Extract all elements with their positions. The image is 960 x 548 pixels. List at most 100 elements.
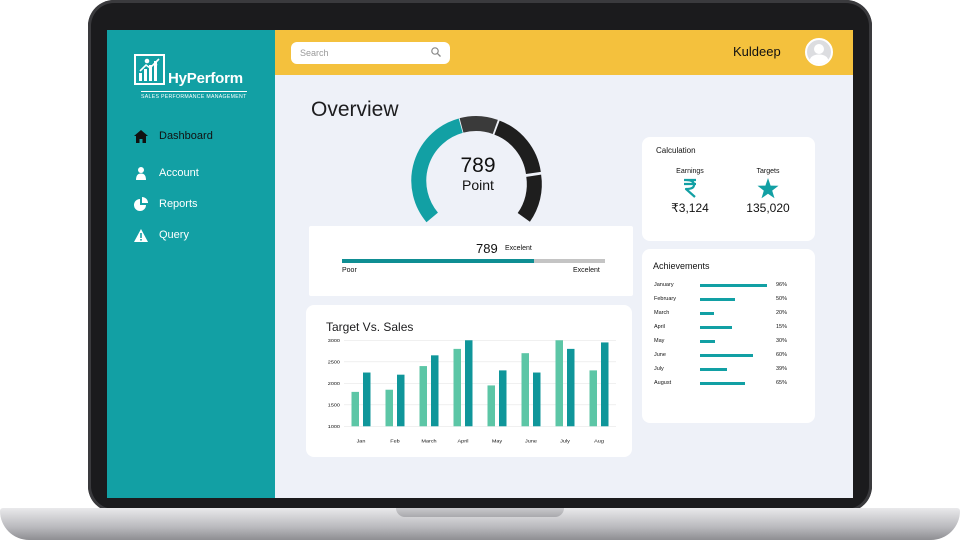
achievement-pct: 39% [776,366,788,372]
x-tick-label: June [525,439,537,445]
achievement-pct: 60% [776,352,788,358]
calculation-card: Calculation Earnings ₹3,124 Targets 135,… [642,137,815,241]
user-name: Kuldeep [733,44,781,59]
brand-tagline: SALES PERFORMANCE MANAGEMENT [141,91,247,100]
chart-bar [499,370,507,427]
gauge-arc-dark-3 [517,174,542,222]
achievement-month: January [654,282,674,288]
sidebar-item-label: Query [159,229,189,241]
y-tick-label: 3000 [328,338,340,344]
achievement-row: June 60% [642,352,815,364]
targets-value: 135,020 [746,201,790,215]
achievement-row: March 20% [642,310,815,322]
achievement-bar [700,298,735,301]
achievements-title: Achievements [653,261,710,271]
chart-bar [589,370,597,427]
gauge-arc-dark-1 [459,116,498,135]
x-tick-label: Feb [390,439,400,445]
svg-text:$: $ [154,62,158,68]
achievement-month: February [654,296,677,302]
chart-bar [385,389,393,427]
achievement-month: August [654,380,672,386]
achievement-month: April [654,324,666,330]
y-tick-label: 2000 [328,381,340,387]
achievement-row: August 65% [642,380,815,392]
progress-min-label: Poor [342,267,357,274]
earnings-label: Earnings [676,168,704,175]
achievement-bar [700,284,768,287]
chart-bar [397,374,405,427]
chart-bar [431,355,439,427]
sidebar-item-account[interactable]: Account [133,163,213,183]
warning-icon [133,227,149,243]
achievement-month: June [654,352,666,358]
achievement-pct: 65% [776,380,788,386]
logo-mark-icon: $ [134,54,165,85]
score-progress-track [342,259,605,263]
sidebar-item-reports[interactable]: Reports [133,194,213,214]
achievement-row: July 39% [642,366,815,378]
progress-max-label: Excelent [573,267,600,274]
home-icon [133,128,149,144]
achievement-row: April 15% [642,324,815,336]
x-tick-label: July [560,439,570,445]
achievement-bar [700,354,754,357]
chart-bar [487,385,495,427]
x-tick-label: March [421,439,436,445]
score-rating: Excelent [505,245,532,252]
x-tick-label: Aug [594,439,604,445]
avatar[interactable] [805,38,833,66]
sidebar-item-label: Account [159,167,199,179]
achievement-month: July [654,366,664,372]
target-vs-sales-card: Target Vs. Sales 3000 2500 2000 1500 1000 Jan… [306,305,632,457]
earnings-block: Earnings ₹3,124 [655,168,725,215]
sidebar-nav: Dashboard Account Reports Query [133,126,213,256]
achievement-bar [700,382,745,385]
score-progress-fill [342,259,534,263]
achievement-bar [700,368,728,371]
achievement-pct: 50% [776,296,788,302]
x-tick-label: Jan [357,439,366,445]
chart-bar [453,348,461,427]
x-tick-label: April [458,439,469,445]
chart-title: Target Vs. Sales [326,320,414,334]
chart-bar [363,372,371,427]
chart-bar [555,340,563,427]
sidebar-item-dashboard[interactable]: Dashboard [133,126,213,146]
user-icon [133,165,149,181]
chart-bar [567,348,575,427]
y-tick-label: 2500 [328,360,340,366]
score-unit: Point [462,177,494,193]
achievement-pct: 15% [776,324,788,330]
chart-bar [465,340,473,427]
calculation-title: Calculation [656,146,696,155]
achievement-row: May 30% [642,338,815,350]
target-vs-sales-chart: 3000 2500 2000 1500 1000 Jan Feb March April May J… [328,338,616,445]
brand-name: HyPerform [168,70,243,87]
targets-block: Targets 135,020 [733,168,803,215]
star-icon [733,175,803,201]
achievement-pct: 30% [776,338,788,344]
achievement-pct: 20% [776,310,788,316]
x-tick-label: May [492,439,503,445]
search-input[interactable] [300,48,431,58]
earnings-value: ₹3,124 [671,201,709,215]
score-value-small: 789 [476,241,498,256]
search-icon[interactable] [431,44,441,62]
achievement-bar [700,326,732,329]
achievement-pct: 96% [776,282,788,288]
pie-chart-icon [133,196,149,212]
y-tick-label: 1500 [328,403,340,409]
chart-bar [351,391,359,427]
sidebar: $ HyPerform SALES PERFORMANCE MANAGEMENT… [107,30,275,498]
gauge-arc-teal [411,118,463,223]
score-card: 789 Excelent Poor Excelent [309,226,633,296]
achievement-month: May [654,338,665,344]
score-gauge [411,116,542,223]
sidebar-item-query[interactable]: Query [133,225,213,245]
chart-bar [601,342,609,427]
chart-bar [533,372,541,427]
brand-logo[interactable]: $ HyPerform SALES PERFORMANCE MANAGEMENT [134,54,259,104]
top-bar: Kuldeep [275,30,853,75]
achievement-row: January 96% [642,282,815,294]
